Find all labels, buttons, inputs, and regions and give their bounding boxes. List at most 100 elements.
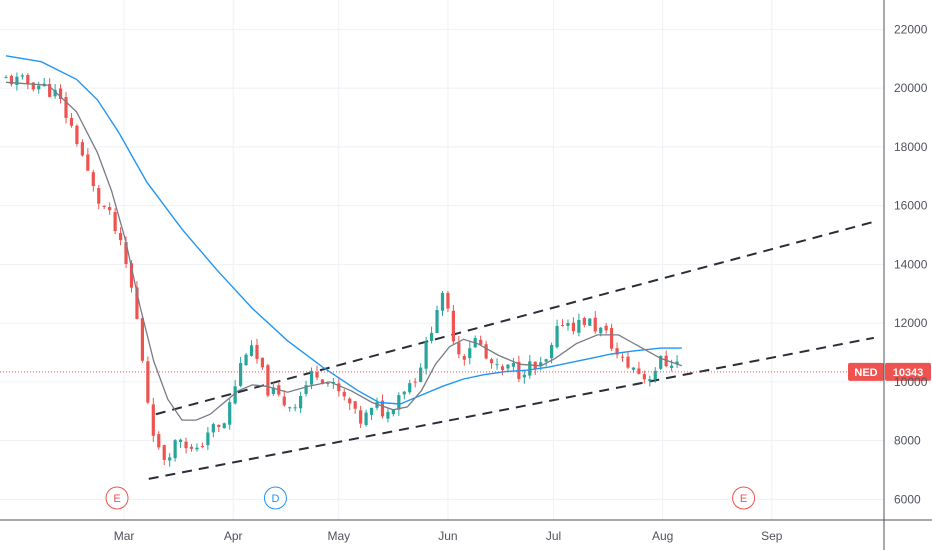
candle — [146, 356, 150, 405]
candle-body — [484, 344, 488, 359]
candle — [413, 378, 417, 388]
candle-body — [419, 367, 423, 383]
candle-body — [391, 409, 395, 415]
candle — [653, 367, 657, 383]
candle — [211, 422, 215, 438]
candle-body — [479, 339, 483, 345]
candle — [217, 424, 221, 433]
candle-body — [37, 85, 41, 90]
y-tick-label: 8000 — [894, 434, 921, 448]
candle-body — [539, 362, 543, 367]
candle-body — [506, 364, 510, 369]
event-badge-circle — [263, 486, 287, 510]
candle-body — [320, 379, 325, 383]
candle — [299, 391, 303, 414]
candle-body — [239, 363, 243, 386]
candle-body — [604, 325, 608, 331]
candle — [342, 389, 346, 401]
candle — [304, 380, 308, 397]
candle — [522, 369, 526, 384]
candle — [69, 113, 74, 128]
candle-body — [129, 263, 134, 288]
candle-body — [178, 439, 183, 443]
candle-body — [195, 447, 199, 450]
symbol-tag — [848, 362, 884, 381]
candle — [451, 304, 455, 345]
candle-body — [9, 75, 14, 85]
candle — [48, 78, 52, 98]
candle-body — [511, 363, 516, 367]
candle — [626, 352, 630, 370]
candle-body — [364, 412, 368, 426]
candle — [113, 208, 117, 235]
candle-body — [282, 396, 286, 406]
candle-body — [337, 383, 341, 392]
candle-body — [451, 310, 455, 342]
candle — [337, 376, 341, 397]
candle — [648, 375, 652, 387]
candle — [244, 353, 248, 366]
candle-body — [222, 423, 226, 429]
candle-body — [206, 432, 210, 446]
candle-body — [615, 348, 619, 355]
candle — [489, 357, 494, 369]
candle-body — [560, 325, 565, 327]
candle — [484, 340, 488, 360]
chart-grid — [0, 0, 884, 520]
candlesticks — [4, 72, 679, 467]
candle — [102, 205, 106, 210]
candle — [222, 422, 226, 429]
candle — [37, 81, 41, 94]
candle — [419, 363, 423, 383]
candle-body — [228, 402, 232, 425]
candle — [91, 169, 95, 192]
candle-body — [184, 441, 188, 449]
candle — [429, 326, 434, 344]
candle-body — [675, 361, 679, 365]
candle-body — [135, 287, 139, 319]
event-badge: E — [732, 486, 756, 510]
candle — [588, 318, 592, 326]
candle-body — [80, 142, 84, 156]
candle — [560, 319, 565, 327]
candle — [75, 124, 79, 147]
candle-body — [386, 411, 390, 419]
trend-lines — [148, 220, 875, 480]
candle-body — [200, 446, 205, 448]
candle-body — [331, 382, 335, 384]
candle — [582, 316, 586, 328]
candle — [233, 380, 237, 405]
candle-body — [102, 205, 106, 208]
candle-body — [255, 344, 259, 359]
candle-body — [588, 318, 592, 326]
candle-body — [653, 370, 657, 380]
candle — [189, 444, 194, 452]
candle — [500, 364, 505, 376]
candle-body — [648, 379, 652, 382]
candle — [135, 281, 139, 320]
candle-body — [124, 242, 128, 264]
candle — [288, 406, 292, 412]
candle-body — [260, 357, 265, 368]
event-badge-circle — [105, 486, 129, 510]
candle-body — [626, 356, 630, 368]
candle — [282, 390, 286, 407]
candle-body — [577, 319, 581, 333]
candle-body — [566, 323, 570, 326]
candle — [457, 335, 461, 359]
candle-body — [348, 398, 352, 404]
candle-body — [637, 368, 641, 374]
candle — [479, 335, 483, 346]
candle-body — [293, 407, 297, 409]
candle-body — [528, 361, 532, 376]
candle-body — [217, 424, 221, 427]
candle-body — [26, 75, 30, 84]
candle-body — [359, 410, 363, 424]
candle-body — [462, 356, 466, 360]
symbol-tag-label: NED — [854, 367, 877, 379]
trend-line — [148, 336, 875, 480]
candle-body — [440, 292, 445, 311]
candle-body — [249, 345, 254, 356]
